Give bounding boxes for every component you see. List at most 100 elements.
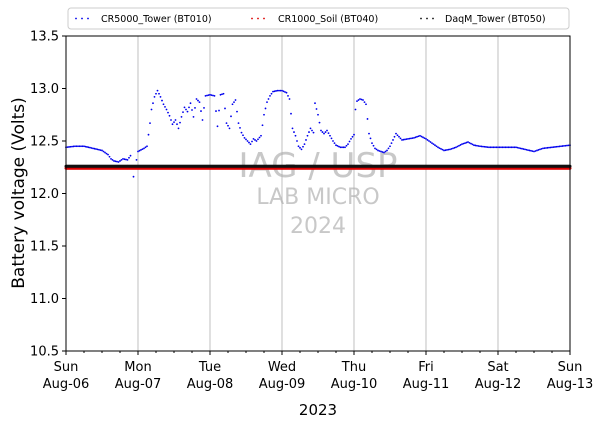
- data-point: [179, 121, 181, 124]
- data-point: [512, 146, 514, 149]
- data-point: [227, 124, 229, 127]
- legend: CR5000_Tower (BT010) CR1000_Soil (BT040)…: [67, 7, 570, 30]
- data-point: [215, 110, 217, 112]
- data-point: [177, 127, 180, 130]
- data-point: [563, 145, 565, 147]
- data-point: [387, 147, 390, 150]
- data-point: [201, 119, 204, 121]
- data-point: [534, 150, 537, 152]
- data-point: [153, 96, 156, 98]
- data-point: [161, 99, 163, 102]
- data-point: [359, 98, 361, 100]
- data-point: [83, 145, 85, 148]
- data-point: [225, 122, 228, 125]
- data-point: [374, 147, 376, 150]
- data-point: [141, 148, 144, 151]
- data-point: [425, 138, 427, 140]
- data-point: [78, 145, 81, 148]
- x-axis-label: 2023: [299, 401, 337, 419]
- data-point: [476, 144, 478, 147]
- x-tick-label-date: Aug-13: [547, 377, 594, 392]
- data-point: [198, 101, 201, 104]
- data-point: [482, 145, 484, 148]
- data-point: [545, 147, 547, 149]
- x-tick-label-date: Aug-11: [403, 377, 450, 392]
- data-point: [204, 94, 207, 97]
- x-tick-label-day: Sat: [487, 360, 508, 375]
- data-point: [321, 131, 324, 133]
- data-point: [312, 131, 315, 134]
- data-point: [221, 93, 223, 96]
- data-point: [332, 140, 334, 142]
- data-point: [398, 135, 400, 138]
- data-point: [248, 141, 250, 144]
- data-point: [567, 144, 570, 147]
- data-point: [336, 145, 339, 147]
- data-point: [68, 146, 70, 148]
- data-point: [497, 146, 499, 149]
- data-point: [348, 140, 351, 143]
- data-point: [288, 98, 291, 100]
- data-point: [236, 110, 238, 113]
- data-point: [98, 148, 100, 151]
- data-point: [395, 132, 397, 135]
- data-point: [435, 145, 438, 148]
- data-point: [300, 148, 303, 151]
- data-point: [431, 142, 433, 145]
- data-point: [471, 143, 474, 146]
- data-point: [402, 138, 405, 141]
- data-point: [470, 142, 472, 145]
- data-point: [554, 146, 556, 148]
- data-point: [269, 94, 271, 97]
- data-point: [456, 145, 459, 148]
- data-point: [330, 137, 333, 140]
- data-point: [542, 147, 544, 150]
- data-point: [123, 158, 126, 161]
- data-point: [170, 119, 172, 121]
- data-point: [242, 134, 244, 137]
- data-point: [383, 151, 385, 154]
- data-point: [329, 134, 331, 137]
- data-point: [323, 132, 325, 135]
- data-point: [180, 115, 183, 118]
- data-point: [101, 149, 103, 152]
- data-point: [284, 91, 286, 93]
- data-point: [74, 145, 76, 148]
- data-point: [168, 114, 171, 117]
- data-point: [416, 135, 418, 138]
- data-point: [477, 145, 480, 147]
- data-point: [84, 145, 87, 148]
- data-point: [422, 136, 424, 139]
- data-point: [104, 151, 106, 154]
- data-point: [399, 137, 402, 140]
- x-tick-label-day: Thu: [341, 360, 366, 375]
- data-point: [459, 144, 462, 146]
- data-point: [543, 147, 546, 150]
- data-point: [116, 160, 118, 163]
- data-point: [212, 94, 214, 97]
- data-point: [245, 138, 247, 141]
- data-point: [186, 110, 189, 113]
- data-point: [159, 96, 162, 98]
- data-point: [495, 146, 498, 149]
- data-point: [513, 146, 516, 149]
- data-point: [266, 101, 268, 104]
- data-point: [366, 118, 369, 120]
- x-tick-label-day: Wed: [268, 360, 296, 375]
- data-point: [492, 146, 495, 149]
- data-point: [90, 147, 93, 149]
- series-cr5000_tower: [65, 89, 571, 178]
- data-point: [423, 137, 426, 140]
- data-point: [66, 146, 69, 149]
- data-point: [489, 146, 492, 149]
- data-point: [473, 144, 475, 147]
- data-point: [261, 124, 264, 127]
- data-point: [77, 145, 79, 148]
- data-point: [491, 146, 493, 149]
- data-point: [282, 90, 285, 93]
- data-point: [339, 146, 342, 149]
- data-point: [114, 160, 117, 163]
- data-point: [150, 108, 153, 111]
- data-point: [102, 150, 105, 153]
